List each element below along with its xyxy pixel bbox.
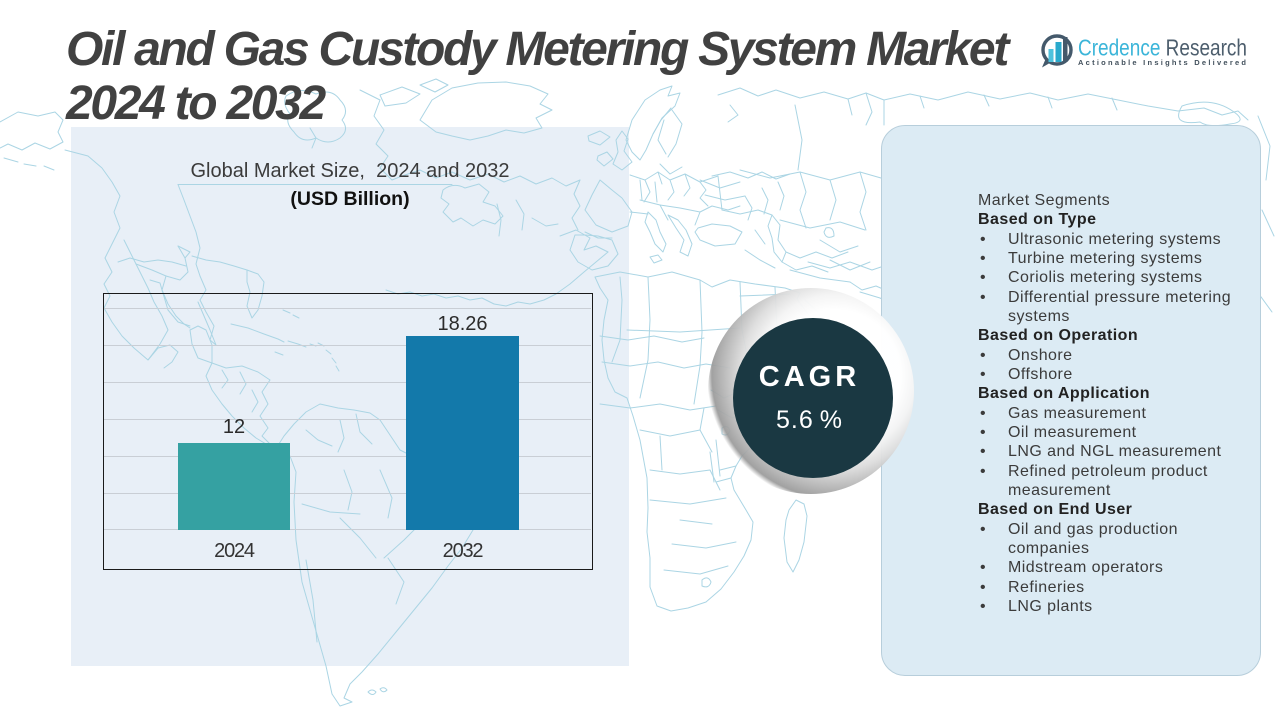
svg-text:Credence Research: Credence Research xyxy=(1078,35,1247,61)
svg-text:Actionable Insights Delivered: Actionable Insights Delivered xyxy=(1078,58,1246,67)
